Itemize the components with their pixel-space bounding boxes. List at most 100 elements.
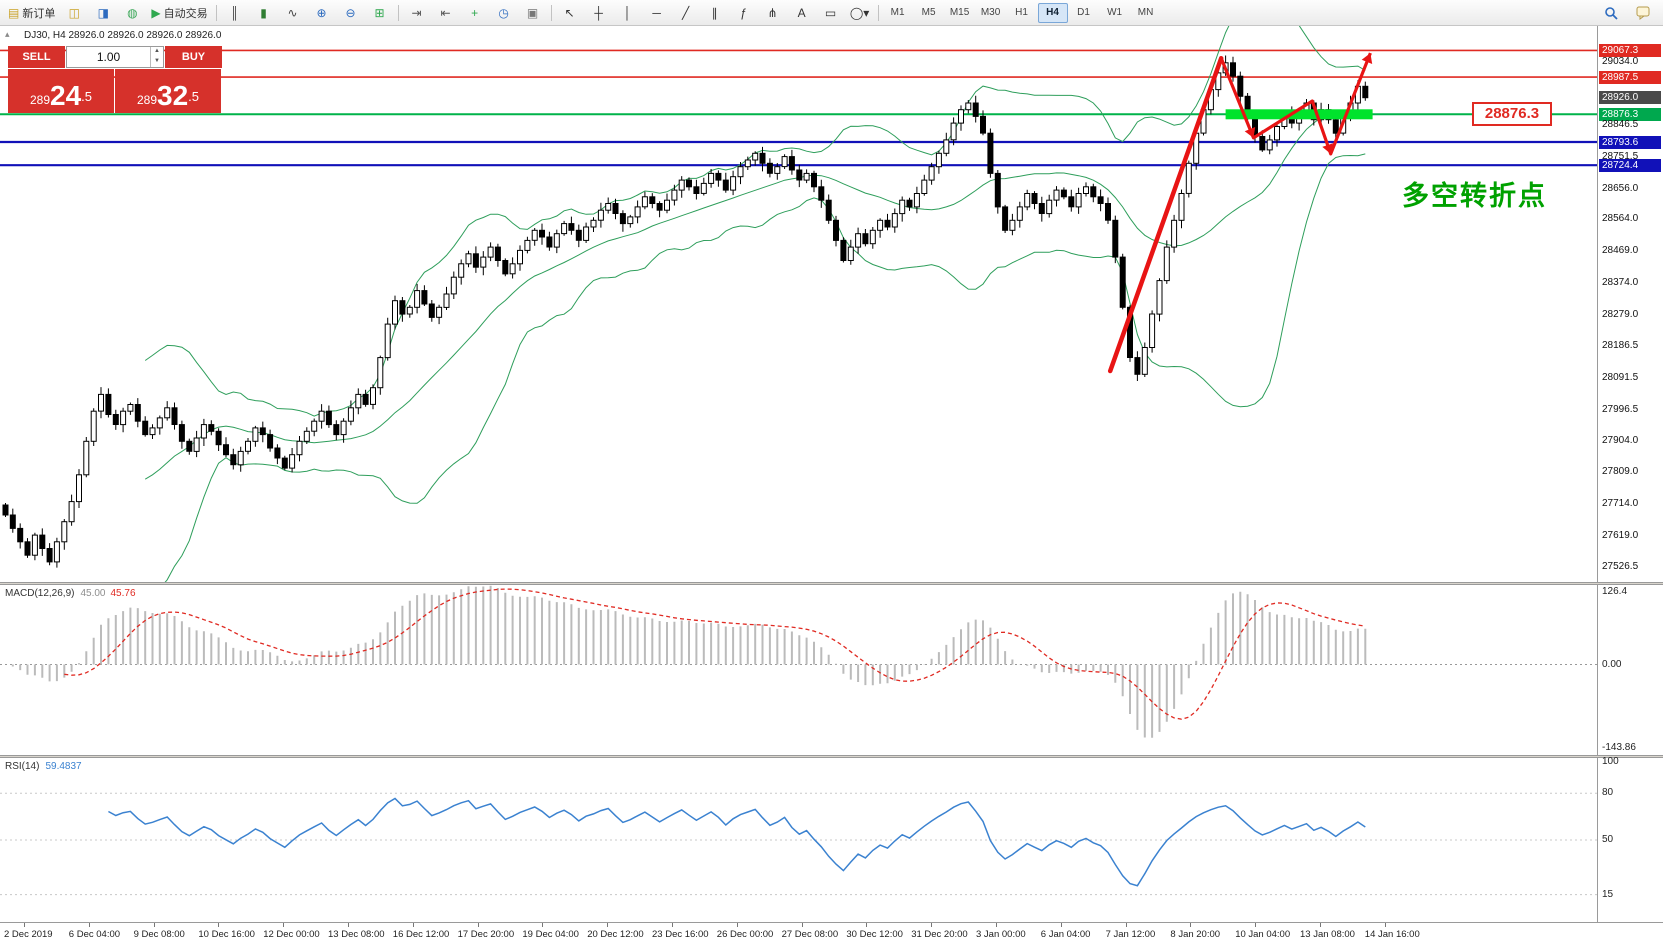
auto-scroll-icon: ⇥	[411, 5, 422, 20]
shapes-dropdown-icon: ◯▾	[849, 5, 870, 20]
sell-price[interactable]: 289 24.5	[8, 69, 114, 113]
time-axis-label: 31 Dec 20:00	[911, 929, 968, 940]
rsi-header: RSI(14) 59.4837	[5, 761, 82, 772]
periods-button[interactable]: ◷	[490, 2, 518, 24]
channel-icon: ∥	[711, 5, 718, 20]
timeframe-h4[interactable]: H4	[1037, 2, 1068, 23]
time-axis[interactable]: 2 Dec 2019 6 Dec 04:00 9 Dec 08:00 10 Dec 1…	[0, 922, 1663, 947]
search-icon	[1605, 6, 1618, 20]
rsi-pane[interactable]	[0, 758, 1663, 922]
pane-separator[interactable]	[0, 755, 1663, 758]
doc-plus-icon: ▤	[8, 5, 20, 20]
play-icon: ▶	[151, 5, 161, 20]
time-tick	[24, 923, 25, 927]
toolbar: ▤ 新订单 ◫ ◨ ◍ ▶ 自动交易 ║ ▮ ∿ ⊕ ⊖ ⊞ ⇥ ⇤ + ◷ ▣ ↖ ┼ │ ─ ╱ ∥ ƒ ⋔ A ▭ ◯▾ M1 M5…	[0, 0, 1663, 26]
bar-chart-button[interactable]: ║	[221, 2, 249, 24]
pane-separator[interactable]	[0, 582, 1663, 585]
journal-button[interactable]	[1629, 2, 1657, 24]
shapes-button[interactable]: ◯▾	[846, 2, 874, 24]
hline-button[interactable]: ─	[643, 2, 671, 24]
sell-button[interactable]: SELL	[8, 46, 65, 68]
profiles-button[interactable]: ◨	[89, 2, 117, 24]
main-chart[interactable]	[0, 26, 1663, 582]
trend-zigzag[interactable]	[1219, 52, 1372, 156]
add-indicator-button[interactable]: +	[461, 2, 489, 24]
price-axis-label: 28564.0	[1602, 213, 1639, 225]
text-button[interactable]: A	[788, 2, 816, 24]
timeframe-mn[interactable]: MN	[1137, 7, 1154, 18]
time-tick	[801, 923, 803, 927]
buy-price[interactable]: 289 32.5	[115, 69, 221, 113]
price-axis-label: 28846.5	[1602, 118, 1639, 130]
volume-spinner[interactable]: ▲ ▼	[150, 47, 163, 67]
price-axis-label: 28724.4	[1599, 158, 1661, 172]
fibonacci-button[interactable]: ƒ	[730, 2, 758, 24]
search-button[interactable]	[1597, 2, 1625, 24]
toolbar-right	[1597, 2, 1659, 24]
candlestick-button[interactable]: ▮	[250, 2, 278, 24]
chat-icon	[1636, 6, 1649, 20]
volume-down-icon[interactable]: ▼	[150, 57, 163, 67]
rsi-line	[108, 797, 1366, 887]
trend-line-main[interactable]	[1107, 55, 1224, 374]
volume-value[interactable]: 1.00	[96, 50, 121, 64]
time-axis-label: 7 Jan 12:00	[1105, 929, 1156, 940]
time-tick	[88, 923, 90, 927]
favorites-icon: ◍	[127, 5, 138, 20]
volume-input[interactable]: 1.00 ▲ ▼	[66, 46, 164, 68]
time-tick	[1190, 923, 1192, 927]
toolbar-left: ▤ 新订单 ◫ ◨ ◍ ▶ 自动交易 ║ ▮ ∿ ⊕ ⊖ ⊞ ⇥ ⇤ + ◷ ▣ ↖ ┼ │ ─ ╱ ∥ ƒ ⋔ A ▭ ◯▾	[4, 2, 882, 24]
timeframe-m1[interactable]: M1	[890, 7, 905, 18]
timeframe-d1[interactable]: D1	[1077, 7, 1090, 18]
macd-histogram	[11, 585, 1367, 738]
price-axis-label: 28469.0	[1602, 245, 1639, 257]
trade-panel-toggle[interactable]: ▴	[5, 29, 10, 39]
time-axis-label: 6 Dec 04:00	[68, 929, 121, 940]
label-button[interactable]: ▭	[817, 2, 845, 24]
bollinger-bands[interactable]	[144, 26, 1366, 582]
templates-button[interactable]: ▣	[519, 2, 547, 24]
favorites-button[interactable]: ◍	[118, 2, 146, 24]
zoom-out-button[interactable]: ⊖	[337, 2, 365, 24]
time-axis-label: 10 Dec 16:00	[198, 929, 255, 940]
price-axis-label: 27996.5	[1602, 403, 1639, 415]
rsi-axis: 100 80 50 15	[1599, 756, 1663, 922]
timeframe-m5[interactable]: M5	[921, 7, 936, 18]
time-axis-label: 27 Dec 08:00	[781, 929, 839, 940]
crosshair-button[interactable]: ┼	[585, 2, 613, 24]
timeframe-w1[interactable]: W1	[1107, 7, 1123, 18]
time-tick	[542, 923, 544, 927]
buy-button[interactable]: BUY	[165, 46, 222, 68]
green-zone-rectangle[interactable]	[1225, 109, 1373, 120]
tile-windows-icon: ⊞	[374, 5, 385, 20]
symbol-info: DJ30, H4 28926.0 28926.0 28926.0 28926.0	[24, 30, 222, 41]
cursor-button[interactable]: ↖	[556, 2, 584, 24]
pitchfork-button[interactable]: ⋔	[759, 2, 787, 24]
price-axis-label: 28374.0	[1602, 277, 1639, 289]
line-chart-icon: ∿	[287, 5, 298, 20]
line-chart-button[interactable]: ∿	[279, 2, 307, 24]
volume-up-icon[interactable]: ▲	[150, 47, 163, 57]
macd-value-main: 45.00	[80, 588, 106, 599]
auto-scroll-button[interactable]: ⇥	[403, 2, 431, 24]
vline-button[interactable]: │	[614, 2, 642, 24]
time-axis-label: 26 Dec 00:00	[716, 929, 774, 940]
fibonacci-icon: ƒ	[740, 5, 747, 20]
zoom-in-button[interactable]: ⊕	[308, 2, 336, 24]
timeframe-m30[interactable]: M30	[980, 7, 1001, 18]
tile-windows-button[interactable]: ⊞	[366, 2, 394, 24]
timeframe-m15[interactable]: M15	[949, 7, 970, 18]
auto-trading-button[interactable]: ▶ 自动交易	[147, 2, 211, 24]
time-axis-label: 6 Jan 04:00	[1040, 929, 1091, 940]
chart-window-button[interactable]: ◫	[60, 2, 88, 24]
toolbar-separator	[550, 4, 552, 21]
trendline-button[interactable]: ╱	[672, 2, 700, 24]
candlesticks[interactable]	[2, 55, 1369, 568]
new-order-button[interactable]: ▤ 新订单	[4, 2, 59, 24]
price-level-tag[interactable]: 28876.3	[1472, 102, 1552, 126]
macd-pane[interactable]	[0, 585, 1663, 755]
channel-button[interactable]: ∥	[701, 2, 729, 24]
time-axis-label: 16 Dec 12:00	[392, 929, 450, 940]
timeframe-h1[interactable]: H1	[1015, 7, 1028, 18]
chart-shift-button[interactable]: ⇤	[432, 2, 460, 24]
